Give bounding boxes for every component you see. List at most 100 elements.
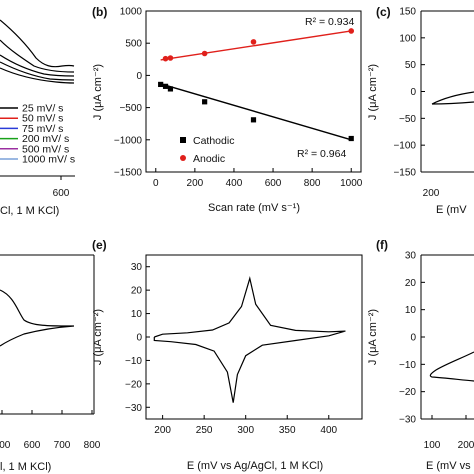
- panel-b-ytick-label: 1000: [120, 7, 143, 18]
- panel-b-points: [158, 28, 355, 142]
- panel-b-legend-label: Anodic: [193, 153, 225, 165]
- panel-e-cv-trace: [153, 276, 346, 403]
- panel-b-r2-cathodic: R² = 0.964: [297, 148, 346, 160]
- panel-a-legend-label: 75 mV/ s: [22, 123, 63, 135]
- panel-a-curve-purple: [0, 39, 75, 73]
- panel-c: (c) −150 −100 −50 0 50 100 150 200 E (mV J (μA…: [367, 5, 474, 216]
- panel-d-fragment: 500 600 700 800 l, 1 M KCl): [0, 254, 101, 473]
- panel-b-point-cathodic: [158, 81, 164, 88]
- panel-c-ylabel: J (μA cm⁻²): [367, 64, 379, 120]
- panel-a-curve-green: [0, 61, 75, 81]
- panel-b-ytick-label: −500: [119, 103, 142, 114]
- panel-a-curve-black: [0, 67, 75, 84]
- panel-b-legend-marker: [180, 137, 186, 143]
- panel-e-ytick-label: −30: [125, 403, 142, 414]
- panel-b-point-cathodic: [250, 117, 257, 123]
- panel-f-ytick-label: 20: [405, 278, 417, 289]
- panel-c-ytick-label: 150: [399, 7, 416, 18]
- panel-d-ticks: 500 600 700 800: [0, 410, 101, 451]
- panel-a-curve-red: [0, 54, 75, 77]
- panel-d-xtick-label: 700: [54, 440, 71, 451]
- panel-b-point-cathodic: [167, 86, 174, 92]
- panel-b: (b) 0 200 400 600 800 1000 −1500 −1000 −500 0 500 1…: [92, 5, 363, 214]
- panel-c-xlabel: E (mV: [436, 204, 467, 216]
- panel-f: (f) −30 −20 −10 0 10 20 30 100 200 E (mV vs J (μ…: [367, 238, 474, 472]
- panel-e-label: (e): [92, 238, 107, 252]
- panel-e-ytick-label: 20: [131, 286, 143, 297]
- panel-b-fit-lines: [160, 30, 352, 141]
- panel-f-ytick-label: −20: [399, 387, 416, 398]
- panel-b-legend: Cathodic Anodic: [180, 135, 234, 165]
- panel-b-xtick-label: 1000: [340, 178, 363, 189]
- panel-d-xtick-label: 600: [24, 440, 41, 451]
- panel-c-ytick-label: 0: [410, 87, 416, 98]
- panel-e-ytick-label: −20: [125, 379, 142, 390]
- panel-f-ytick-label: 10: [405, 305, 417, 316]
- panel-e-xtick-label: 300: [237, 425, 254, 436]
- panel-d-cv-trace: [0, 289, 75, 347]
- panel-e: (e) 200 250 300 350 400 −30 −20 −10 0 10 20 30 E (m…: [92, 238, 363, 472]
- panel-f-ticks: −30 −20 −10 0 10 20 30 100 200: [399, 251, 474, 452]
- panel-e-ylabel: J (μA cm⁻²): [92, 309, 104, 365]
- panel-a-legend-label: 1000 mV/ s: [22, 154, 75, 166]
- panel-c-ticks: −150 −100 −50 0 50 100 150: [393, 7, 425, 179]
- panel-a-legend-label: 50 mV/ s: [22, 113, 63, 125]
- panel-e-frame: [145, 254, 363, 420]
- panel-f-label: (f): [376, 238, 388, 252]
- panel-f-xtick-label: 200: [458, 440, 474, 451]
- panel-d-xtick-label: 800: [84, 440, 101, 451]
- panel-e-xtick-label: 400: [320, 425, 337, 436]
- panel-b-label: (b): [92, 5, 107, 19]
- panel-b-legend-marker: [180, 155, 186, 161]
- panel-c-ytick-label: −100: [393, 141, 416, 152]
- panel-e-xtick-label: 350: [279, 425, 296, 436]
- panel-a-xlabel: Cl, 1 M KCl): [0, 205, 59, 217]
- panel-e-ytick-label: 10: [131, 309, 143, 320]
- panel-b-fit-line-anodic: [160, 30, 352, 61]
- panel-f-ytick-label: −30: [399, 415, 416, 426]
- panel-f-ytick-label: −10: [399, 360, 416, 371]
- panel-c-label: (c): [376, 5, 391, 19]
- panel-c-ytick-label: −50: [399, 114, 416, 125]
- panel-f-ytick-label: 30: [405, 251, 417, 262]
- panel-b-frame: [145, 10, 362, 173]
- panel-f-ylabel: J (μA cm⁻²): [367, 309, 379, 365]
- panel-b-ticks: 0 200 400 600 800 1000 −1500 −1000 −500 0 500 1000: [114, 7, 363, 190]
- panel-e-ticks: 200 250 300 350 400 −30 −20 −10 0 10 20 30: [125, 262, 338, 436]
- panel-a-legend-label: 500 mV/ s: [22, 143, 69, 155]
- panel-a-legend-label: 200 mV/ s: [22, 133, 69, 145]
- panel-f-xtick-label: 100: [424, 440, 441, 451]
- panel-b-xtick-label: 800: [304, 178, 321, 189]
- panel-b-xtick-label: 600: [265, 178, 282, 189]
- panel-b-xtick-label: 200: [187, 178, 204, 189]
- panel-b-point-anodic: [162, 55, 169, 62]
- panel-d-xlabel: l, 1 M KCl): [0, 461, 51, 473]
- panel-b-ytick-label: 0: [136, 71, 142, 82]
- panel-b-ylabel: J (μA cm⁻²): [92, 64, 104, 120]
- panel-b-point-anodic: [167, 55, 174, 61]
- panel-b-point-cathodic: [162, 83, 169, 89]
- panel-c-cv-trace: [431, 91, 474, 105]
- panel-f-ytick-label: 0: [410, 333, 416, 344]
- panel-e-ytick-label: −10: [125, 356, 142, 367]
- panel-f-cv-trace: [429, 351, 474, 382]
- panel-b-r2-anodic: R² = 0.934: [305, 16, 354, 28]
- panel-e-xtick-label: 250: [196, 425, 213, 436]
- panel-a-curve-blue: [0, 19, 75, 68]
- panel-c-ytick-label: 50: [405, 60, 417, 71]
- panel-a-xtick-label: 600: [53, 188, 70, 199]
- panel-b-point-anodic: [201, 50, 208, 57]
- panel-b-legend-label: Cathodic: [193, 135, 234, 147]
- panel-b-point-cathodic: [348, 135, 354, 142]
- panel-e-xlabel: E (mV vs Ag/AgCl, 1 M KCl): [187, 460, 323, 472]
- panel-a-legend-label: 25 mV/ s: [22, 103, 63, 115]
- panel-b-point-cathodic: [202, 99, 208, 105]
- panel-b-r2-labels: R² = 0.934 R² = 0.964: [297, 16, 354, 160]
- panel-b-xtick-label: 0: [153, 178, 159, 189]
- panel-b-point-anodic: [250, 39, 257, 45]
- panel-c-xtick-label: 200: [423, 188, 440, 199]
- panel-b-fit-line-cathodic: [160, 83, 352, 141]
